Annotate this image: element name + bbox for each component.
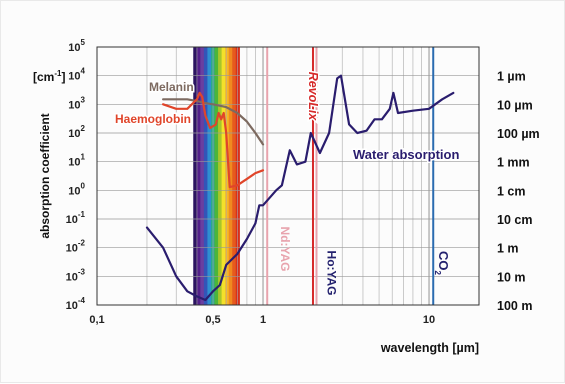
right-axis-label: 1 mm — [497, 156, 530, 170]
right-axis-label: 10 µm — [497, 98, 533, 112]
x-tick-labels: 0,1 0,5 1 10 — [89, 314, 435, 326]
right-axis-label: 100 µm — [497, 127, 540, 141]
right-axis-label: 10 cm — [497, 213, 532, 227]
right-axis-labels: 1 µm 10 µm 100 µm 1 mm 1 cm 10 cm 1 m 10 m 100 m — [497, 70, 540, 313]
y-tick-exponent: 5 — [81, 38, 86, 47]
series-label-haemoglobin: Haemoglobin — [115, 112, 191, 126]
y-tick-exponent: 3 — [81, 95, 86, 104]
visible-spectrum-band — [193, 47, 240, 305]
y-tick-exponent: -4 — [78, 296, 86, 305]
right-axis-label: 1 µm — [497, 70, 526, 84]
y-tick-exponent: 0 — [81, 181, 86, 190]
spectrum-stripe — [196, 47, 201, 305]
laser-lines — [266, 47, 435, 305]
spectrum-stripe — [235, 47, 240, 305]
spectrum-stripe — [221, 47, 226, 305]
series-label-melanin: Melanin — [149, 80, 194, 94]
laser-label-revolix: RevoLix — [306, 72, 320, 122]
laser-label-nd-yag: Nd:YAG — [278, 227, 292, 272]
y-tick-exponent: 4 — [81, 67, 86, 76]
y-tick-exponent: 1 — [81, 153, 86, 162]
y-tick-label: 104 — [68, 67, 85, 83]
spectrum-stripe — [200, 47, 205, 305]
y-tick-exponent: -1 — [78, 210, 86, 219]
right-axis-label: 1 cm — [497, 184, 526, 198]
spectrum-stripe — [232, 47, 237, 305]
co2-subscript: 2 — [433, 271, 442, 276]
plot-border — [96, 46, 480, 306]
right-axis-label: 100 m — [497, 299, 532, 313]
series-line-haemoglobin — [162, 91, 265, 189]
unit-bracket: ] — [61, 70, 65, 84]
x-tick-label: 10 — [423, 314, 435, 326]
x-tick-label: 0,5 — [205, 314, 220, 326]
laser-label-ho-yag: Ho:YAG — [325, 251, 339, 296]
y-tick-exponent: -2 — [78, 239, 86, 248]
spectrum-stripe — [225, 47, 230, 305]
y-axis-label: absorption coefficient — [38, 113, 52, 238]
y-tick-exponent: -3 — [78, 267, 86, 276]
right-axis-label: 1 m — [497, 242, 519, 256]
y-tick-label: 10-4 — [66, 296, 86, 312]
laser-label-co2: CO2 — [433, 251, 451, 276]
y-tick-label: 10-2 — [66, 239, 86, 255]
spectrum-stripe — [193, 47, 198, 305]
y-tick-exponent: 2 — [81, 124, 86, 133]
series-lines — [145, 74, 455, 302]
spectrum-stripe — [203, 47, 209, 305]
y-axis-unit: [cm-1] — [33, 69, 65, 84]
unit-exponent: -1 — [54, 69, 62, 78]
right-axis-label: 10 m — [497, 270, 526, 284]
spectrum-stripe — [214, 47, 219, 305]
y-tick-label: 105 — [68, 38, 85, 54]
y-tick-label: 10-1 — [66, 210, 86, 226]
series-line-water-absorption — [145, 74, 455, 302]
y-tick-label: 102 — [68, 124, 85, 140]
x-axis-label: wavelength [µm] — [380, 341, 479, 355]
y-tick-label: 100 — [68, 181, 85, 197]
y-tick-label: 10-3 — [66, 267, 86, 283]
annotations: [cm-1] absorption coefficient wavelength [… — [33, 69, 479, 355]
spectrum-stripe — [228, 47, 233, 305]
series-label-water: Water absorption — [353, 147, 459, 162]
spectrum-stripe — [207, 47, 212, 305]
x-tick-label: 1 — [260, 314, 266, 326]
series-line-melanin — [162, 98, 265, 146]
y-tick-label: 101 — [68, 153, 85, 169]
y-tick-label: 103 — [68, 95, 85, 111]
x-tick-label: 0,1 — [89, 314, 104, 326]
spectrum-stripe — [218, 47, 223, 305]
